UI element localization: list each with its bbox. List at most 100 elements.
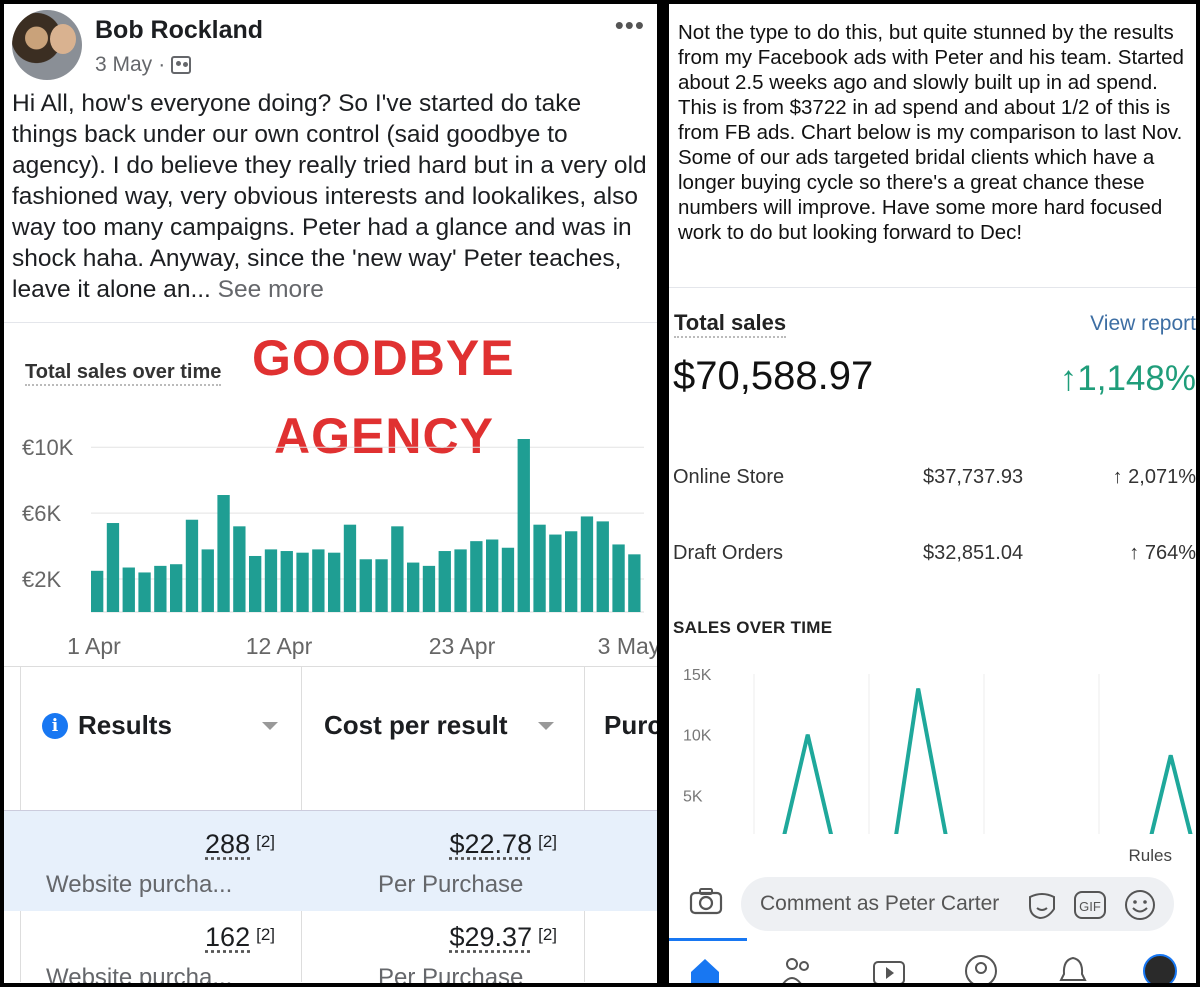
watch-icon[interactable] bbox=[872, 954, 906, 983]
bar bbox=[533, 524, 546, 612]
column-header-label: Results bbox=[78, 710, 172, 740]
bar bbox=[517, 439, 530, 612]
series-line bbox=[782, 688, 1193, 834]
bar bbox=[565, 531, 578, 612]
author-name[interactable]: Bob Rockland bbox=[95, 16, 264, 44]
bar bbox=[185, 519, 199, 612]
comment-input[interactable] bbox=[741, 877, 1174, 931]
x-tick-label: 3 May bbox=[598, 633, 657, 659]
bar bbox=[580, 516, 594, 612]
breakdown-change: ↑ 764% bbox=[1129, 542, 1196, 564]
avatar[interactable] bbox=[1143, 954, 1177, 983]
result-type: Website purcha... bbox=[46, 871, 233, 898]
bar bbox=[486, 539, 499, 612]
breakdown-label: Online Store bbox=[673, 466, 785, 488]
gif-icon[interactable]: GIF bbox=[1073, 888, 1107, 922]
overlay-text-goodbye: GOODBYE bbox=[252, 330, 515, 386]
post-meta: 3 May · bbox=[95, 53, 192, 77]
comment-placeholder: Comment as Peter Carter bbox=[760, 892, 1000, 915]
friends-icon[interactable] bbox=[780, 954, 814, 983]
table-row[interactable]: 162 [2] Website purcha... $29.37 [2] Per P… bbox=[4, 910, 657, 983]
bar bbox=[312, 549, 325, 612]
total-sales-label: Total sales bbox=[674, 310, 787, 338]
y-tick-label: €10K bbox=[22, 435, 74, 460]
post-date[interactable]: 3 May bbox=[95, 53, 153, 76]
bar bbox=[612, 544, 625, 612]
bar bbox=[296, 552, 309, 612]
sort-caret-icon[interactable] bbox=[261, 721, 278, 730]
bar bbox=[422, 565, 436, 612]
bar bbox=[280, 551, 293, 612]
breakdown-label: Draft Orders bbox=[673, 542, 784, 564]
breakdown-amount: $32,851.04 bbox=[923, 542, 1024, 564]
cost-value: $22.78 [2] bbox=[449, 829, 558, 859]
divider bbox=[4, 322, 657, 323]
more-options-icon[interactable]: ••• bbox=[614, 10, 645, 40]
total-sales-value: $70,588.97 bbox=[673, 354, 874, 398]
bar bbox=[375, 559, 388, 612]
bar bbox=[249, 555, 262, 612]
right-post-panel: Not the type to do this, but quite stunn… bbox=[669, 4, 1196, 983]
group-audience-icon bbox=[171, 56, 192, 74]
see-more-link[interactable]: See more bbox=[217, 276, 324, 303]
bar bbox=[122, 567, 135, 612]
bar bbox=[106, 523, 120, 612]
data-point bbox=[917, 688, 919, 690]
results-table-header bbox=[4, 666, 657, 795]
x-tick-label: 23 Apr bbox=[429, 633, 496, 659]
column-header-results[interactable]: i Results bbox=[42, 710, 278, 741]
y-tick-label: €2K bbox=[22, 567, 61, 592]
bar bbox=[264, 549, 278, 612]
table-row[interactable]: 288 [2] Website purcha... $22.78 [2] Per P… bbox=[4, 810, 657, 911]
bar bbox=[549, 534, 562, 612]
svg-text:GIF: GIF bbox=[1079, 899, 1101, 914]
breakdown-change: ↑ 2,071% bbox=[1112, 466, 1196, 488]
bar bbox=[438, 551, 451, 612]
cost-type: Per Purchase bbox=[378, 964, 524, 983]
cost-value: $29.37 [2] bbox=[449, 922, 558, 952]
home-icon[interactable] bbox=[688, 954, 722, 983]
post-text: Hi All, how's everyone doing? So I've st… bbox=[12, 90, 647, 303]
column-header-label: Purc bbox=[604, 710, 657, 740]
bar bbox=[138, 572, 151, 612]
total-sales-change: ↑1,148% bbox=[1059, 359, 1196, 398]
active-tab-indicator bbox=[669, 938, 747, 941]
overlay-text-agency: AGENCY bbox=[274, 408, 494, 464]
sticker-icon[interactable] bbox=[1025, 888, 1059, 922]
emoji-icon[interactable] bbox=[1123, 888, 1157, 922]
y-tick-label: €6K bbox=[22, 501, 61, 526]
bar bbox=[217, 495, 230, 612]
bar bbox=[328, 552, 341, 612]
column-header-cost-per-result[interactable]: Cost per result bbox=[324, 710, 554, 741]
bar bbox=[391, 526, 404, 612]
bar bbox=[154, 565, 167, 612]
total-sales-bar-chart: €10K €6K €2K 1 Apr 12 Apr 23 Apr 3 May bbox=[22, 435, 657, 659]
post-body: Hi All, how's everyone doing? So I've st… bbox=[12, 88, 652, 305]
data-point bbox=[807, 734, 809, 736]
bar bbox=[233, 526, 246, 612]
bar bbox=[343, 524, 357, 612]
profile-icon[interactable] bbox=[964, 954, 998, 983]
column-header-purchases[interactable]: Purc bbox=[604, 710, 657, 741]
bar bbox=[201, 549, 214, 612]
bar bbox=[470, 541, 483, 612]
notifications-icon[interactable] bbox=[1056, 954, 1090, 983]
avatar[interactable] bbox=[12, 10, 82, 80]
bar bbox=[596, 521, 609, 612]
cost-type: Per Purchase bbox=[378, 871, 524, 898]
view-report-link[interactable]: View report bbox=[1090, 312, 1196, 335]
bar bbox=[359, 559, 372, 612]
result-value: 288 [2] bbox=[205, 829, 275, 859]
post-body: Not the type to do this, but quite stunn… bbox=[678, 21, 1184, 244]
column-header-label: Cost per result bbox=[324, 710, 508, 740]
y-tick-label: 15K bbox=[683, 667, 712, 684]
breakdown-row-draft-orders: Draft Orders $32,851.04 ↑ 764% bbox=[673, 542, 1196, 565]
camera-icon[interactable] bbox=[689, 887, 723, 915]
bar bbox=[170, 564, 183, 612]
rules-link[interactable]: Rules bbox=[1128, 846, 1172, 865]
info-icon[interactable]: i bbox=[42, 712, 68, 739]
bar bbox=[628, 554, 641, 612]
result-value: 162 [2] bbox=[205, 922, 275, 952]
sort-caret-icon[interactable] bbox=[537, 721, 554, 730]
divider bbox=[669, 287, 1196, 288]
